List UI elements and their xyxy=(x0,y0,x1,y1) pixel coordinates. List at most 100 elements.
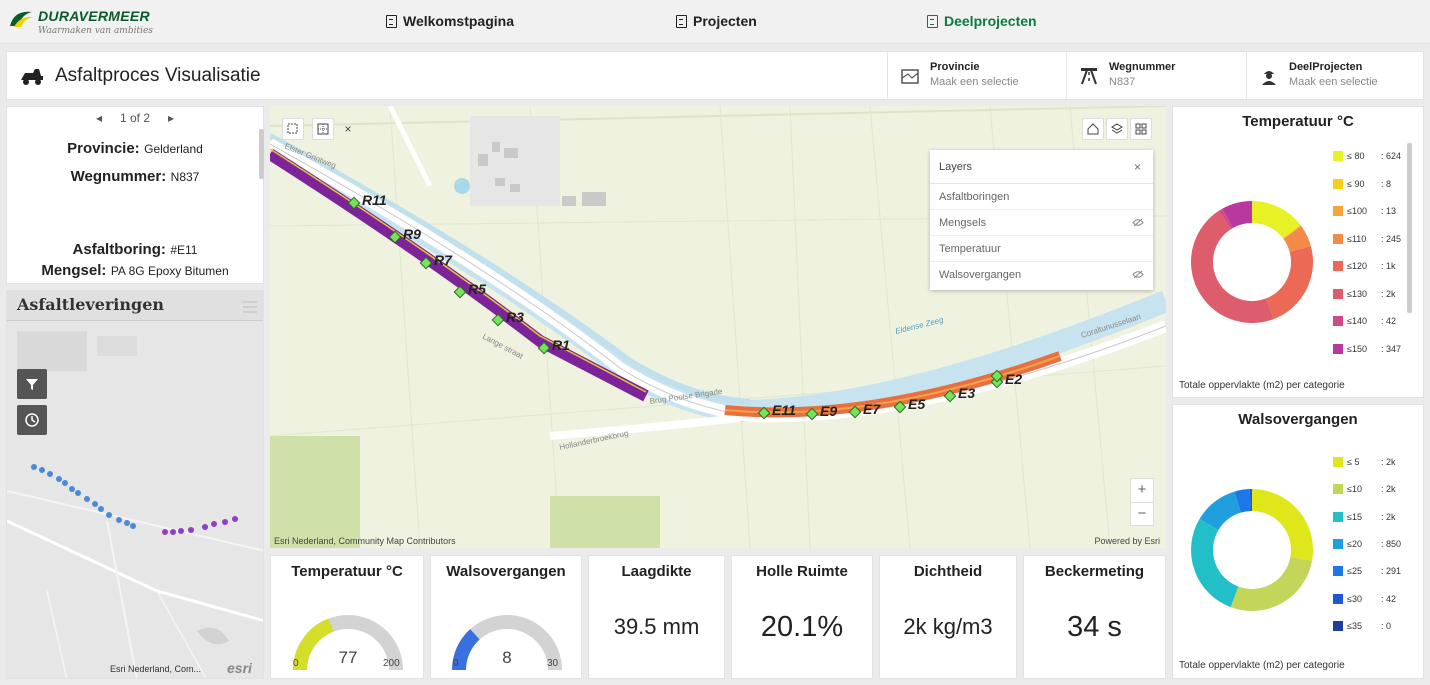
zoom-out-button[interactable]: − xyxy=(1137,505,1147,522)
donut-slice[interactable] xyxy=(1191,210,1274,323)
zoom-control: + − xyxy=(1130,478,1154,526)
filter-deelprojecten[interactable]: DeelProjecten Maak een selectie xyxy=(1246,52,1424,99)
boring-e-marker[interactable] xyxy=(893,400,907,414)
filter-provincie[interactable]: Provincie Maak een selectie xyxy=(887,52,1066,99)
boring-r-marker[interactable] xyxy=(388,230,402,244)
close-icon[interactable]: × xyxy=(1133,160,1141,174)
page-icon xyxy=(927,14,938,28)
filter-label: Wegnummer xyxy=(1109,61,1176,73)
donut-slice[interactable] xyxy=(1219,208,1234,230)
eye-hidden-icon[interactable] xyxy=(1132,218,1144,227)
legend-item[interactable]: ≤10: 2k xyxy=(1333,484,1396,495)
legend-value: : 347 xyxy=(1381,343,1402,354)
provincie-row: Provincie: Gelderland xyxy=(7,140,263,158)
clear-selection-button[interactable]: × xyxy=(337,118,359,140)
donut-slice[interactable] xyxy=(1283,226,1311,253)
legend-item[interactable]: ≤25: 291 xyxy=(1333,566,1401,577)
home-icon xyxy=(1087,123,1099,135)
filter-wegnummer[interactable]: Wegnummer N837 xyxy=(1066,52,1246,99)
filter-value: N837 xyxy=(1109,76,1136,88)
history-button[interactable] xyxy=(17,405,47,435)
legend-item[interactable]: ≤ 5: 2k xyxy=(1333,457,1396,467)
donut-slice[interactable] xyxy=(1222,201,1253,229)
nav-projecten[interactable]: Projecten xyxy=(676,13,757,29)
boring-e-marker[interactable] xyxy=(848,405,862,419)
layer-item[interactable]: Asfaltboringen xyxy=(930,184,1153,210)
holle-ruimte-card: Holle Ruimte 20.1% xyxy=(731,555,873,679)
home-button[interactable] xyxy=(1082,118,1104,140)
legend-item[interactable]: ≤15: 2k xyxy=(1333,511,1396,522)
donut-slice[interactable] xyxy=(1199,491,1242,531)
donut-slice[interactable] xyxy=(1283,225,1302,240)
prev-arrow-icon[interactable]: ◂ xyxy=(95,111,102,125)
temperatuur-donut-chart[interactable] xyxy=(1177,187,1327,337)
boring-e-marker[interactable] xyxy=(757,406,771,420)
donut-slice[interactable] xyxy=(1251,489,1313,561)
boring-r-marker[interactable] xyxy=(419,256,433,270)
layer-item[interactable]: Temperatuur xyxy=(930,236,1153,262)
provincie-label: Provincie: xyxy=(67,140,140,157)
legend-item[interactable]: ≤35: 0 xyxy=(1333,620,1391,631)
legend-item[interactable]: ≤20: 850 xyxy=(1333,538,1401,549)
legend-swatch xyxy=(1333,593,1343,604)
layer-item[interactable]: Walsovergangen xyxy=(930,262,1153,288)
boring-r-marker[interactable] xyxy=(347,196,361,210)
eye-hidden-icon[interactable] xyxy=(1132,270,1144,279)
scrollbar[interactable] xyxy=(1407,143,1412,313)
walsovergangen-donut-chart[interactable] xyxy=(1177,475,1327,625)
mengsel-label: Mengsel: xyxy=(41,262,107,279)
donut-slice[interactable] xyxy=(1234,489,1251,513)
legend-swatch xyxy=(1333,178,1343,189)
duravermeer-logo[interactable]: DURAVERMEER Waarmaken van ambities xyxy=(8,6,158,40)
legend-item[interactable]: ≤130: 2k xyxy=(1333,288,1396,299)
legend-swatch xyxy=(1333,538,1343,549)
legend-item[interactable]: ≤100: 13 xyxy=(1333,206,1396,216)
boring-e-marker[interactable] xyxy=(943,389,957,403)
donut-slice[interactable] xyxy=(1191,518,1239,608)
legend-item[interactable]: ≤150: 347 xyxy=(1333,343,1402,354)
legend-swatch xyxy=(1333,261,1343,271)
layers-button[interactable] xyxy=(1106,118,1128,140)
donut-slice[interactable] xyxy=(1230,556,1313,611)
main-map[interactable]: R11 R9 R7 R5 R3 R1 E11 E9 E7 E5 E3 E2 Elster Grint… xyxy=(270,106,1166,548)
nav-welkomstpagina[interactable]: Welkomstpagina xyxy=(386,13,514,29)
filter-value: Maak een selectie xyxy=(1289,76,1378,88)
card-value: 39.5 mm xyxy=(613,614,700,639)
legend-item[interactable]: ≤120: 1k xyxy=(1333,261,1396,271)
donut-slice[interactable] xyxy=(1251,201,1301,239)
next-arrow-icon[interactable]: ▸ xyxy=(168,111,175,125)
legend-swatch xyxy=(1333,511,1343,522)
boring-e-marker-label: E9 xyxy=(820,403,837,419)
zoom-in-button[interactable]: + xyxy=(1131,479,1153,503)
donut-slice[interactable] xyxy=(1265,246,1313,319)
boring-e-marker[interactable] xyxy=(805,407,819,421)
grid-select-icon xyxy=(317,123,329,135)
select-lasso-button[interactable] xyxy=(312,118,334,140)
basemap-button[interactable] xyxy=(1130,118,1152,140)
legend-swatch xyxy=(1333,484,1343,495)
legend-item[interactable]: ≤ 90: 8 xyxy=(1333,178,1391,189)
boring-r-marker[interactable] xyxy=(537,341,551,355)
boring-e-marker[interactable] xyxy=(990,369,1004,383)
boring-r-marker[interactable] xyxy=(491,313,505,327)
legend-item[interactable]: ≤110: 245 xyxy=(1333,233,1401,244)
top-nav-bar: DURAVERMEER Waarmaken van ambities Welko… xyxy=(0,0,1430,44)
layer-item[interactable]: Mengsels xyxy=(930,210,1153,236)
select-rectangle-button[interactable] xyxy=(282,118,304,140)
filter-button[interactable] xyxy=(17,369,47,399)
legend-item[interactable]: ≤140: 42 xyxy=(1333,316,1396,326)
nav-deelprojecten[interactable]: Deelprojecten xyxy=(927,13,1037,29)
asfaltboring-row: Asfaltboring: #E11 xyxy=(7,241,263,259)
scrollbar[interactable] xyxy=(259,129,264,179)
walsovergangen-gauge xyxy=(452,615,562,671)
legend-item[interactable]: ≤30: 42 xyxy=(1333,593,1396,604)
boring-r-marker[interactable] xyxy=(453,285,467,299)
legend-item[interactable]: ≤ 80: 624 xyxy=(1333,151,1401,161)
card-value: 20.1% xyxy=(760,611,844,643)
details-panel: ◂ 1 of 2 ▸ Provincie: Gelderland Wegnummer… xyxy=(6,106,264,284)
list-icon[interactable] xyxy=(241,299,259,315)
layers-icon xyxy=(1111,123,1123,134)
boring-r-marker-label: R5 xyxy=(468,281,486,297)
grid-icon xyxy=(1135,123,1147,135)
mini-map[interactable] xyxy=(7,291,264,679)
